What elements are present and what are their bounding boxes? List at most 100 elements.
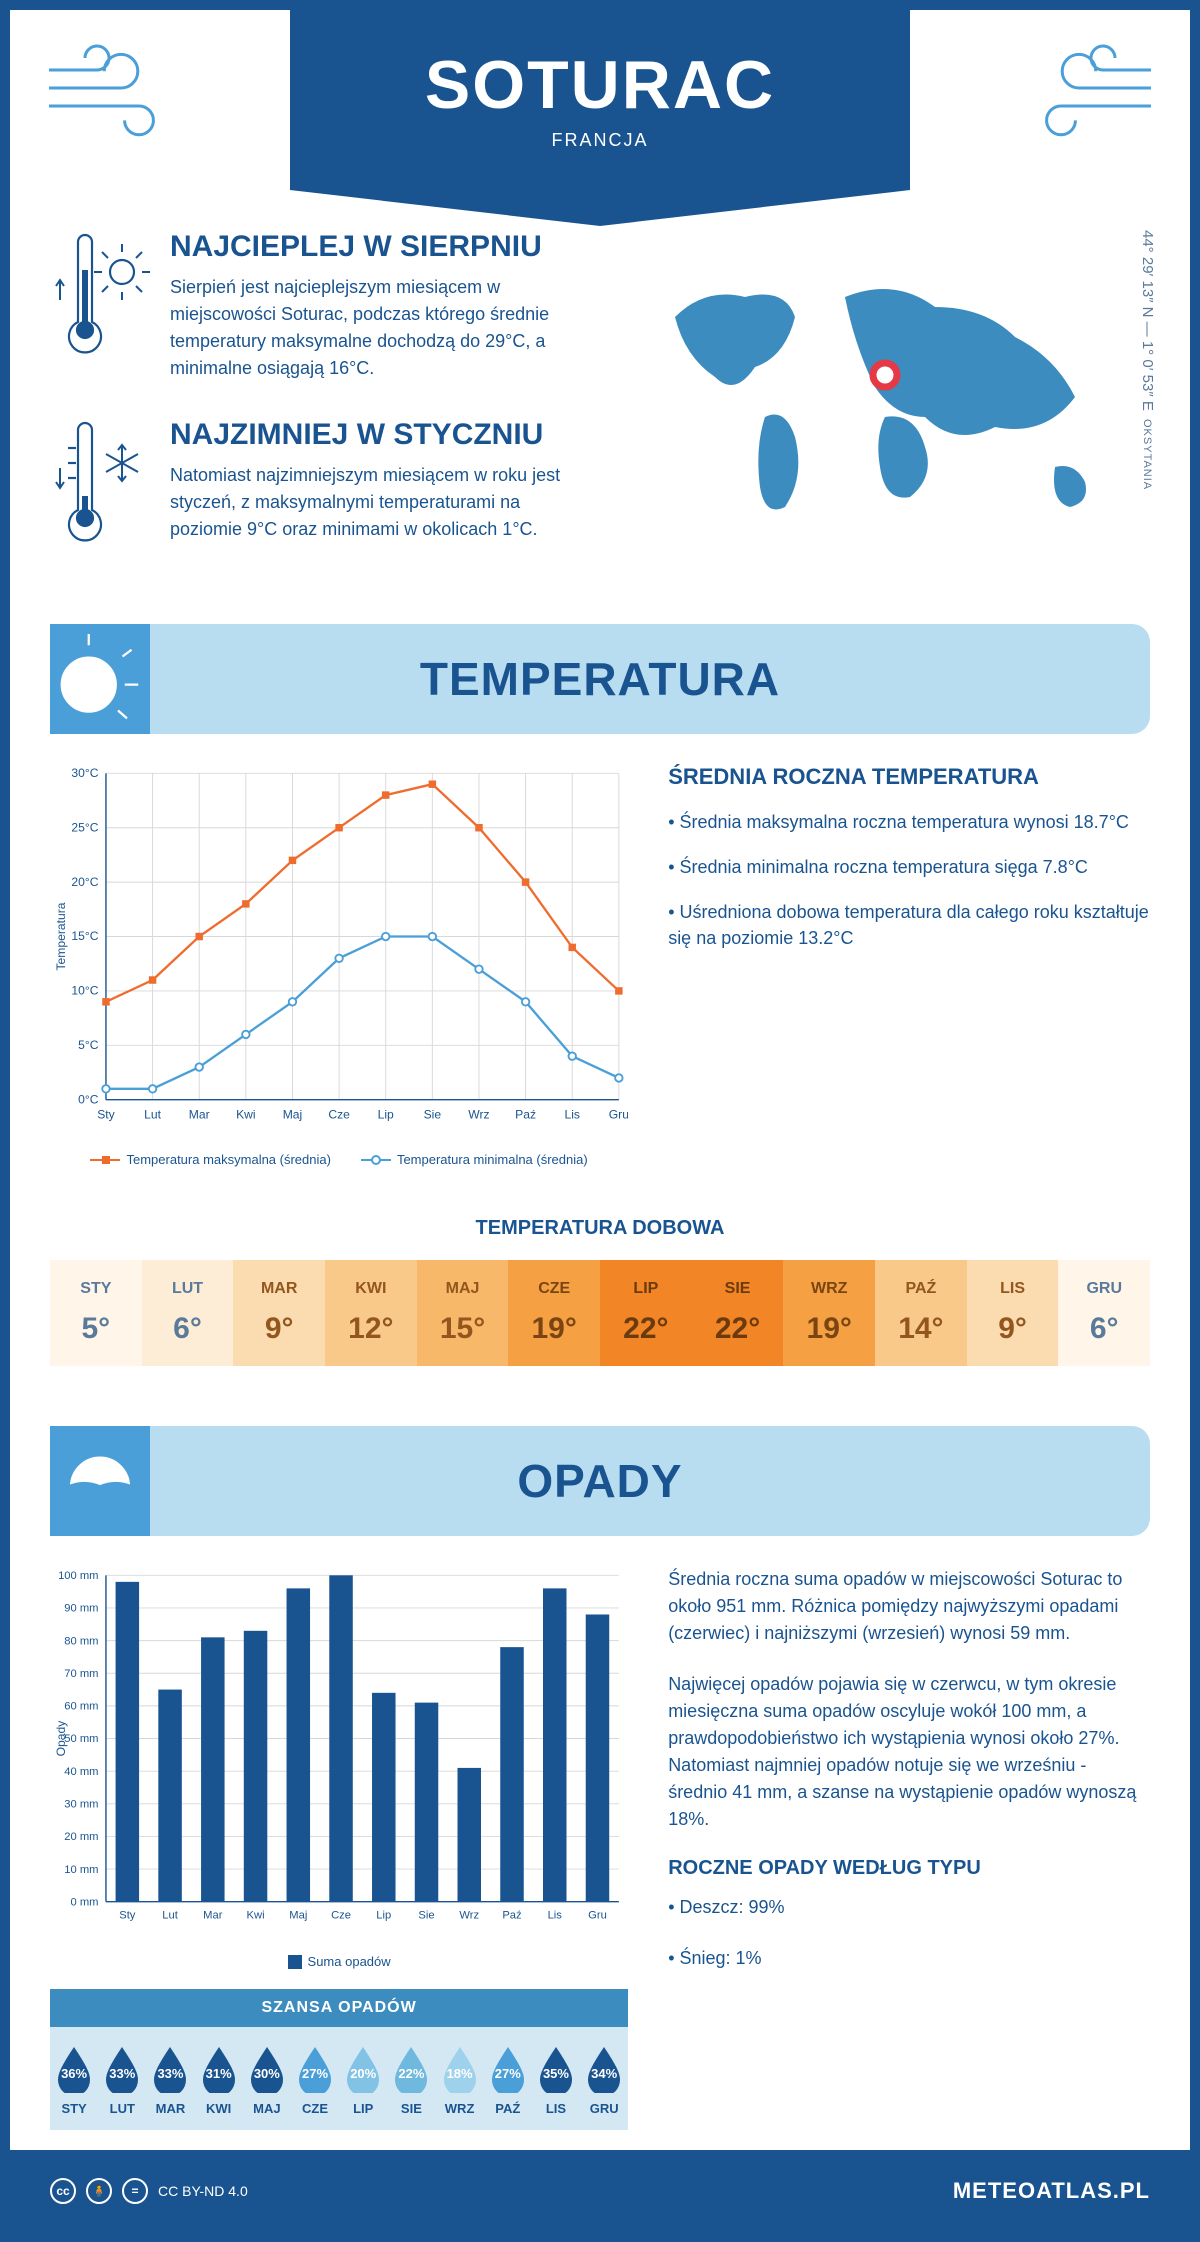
svg-text:0 mm: 0 mm [71,1896,99,1908]
world-map-icon [620,267,1150,547]
temperature-chart: 0°C5°C10°C15°C20°C25°C30°CStyLutMarKwiMa… [50,764,628,1167]
svg-text:Lis: Lis [564,1107,579,1121]
legend-item: Suma opadów [288,1954,391,1969]
coordinates: 44° 29′ 13″ N — 1° 0′ 53″ E OKSYTANIA [1139,230,1156,490]
svg-text:Sie: Sie [424,1107,442,1121]
section-header-temperature: TEMPERATURA [50,624,1150,734]
sun-icon [50,624,150,734]
svg-text:Gru: Gru [588,1910,607,1922]
info-bullet: • Średnia minimalna roczna temperatura s… [668,855,1150,880]
daily-cell: SIE22° [692,1260,784,1366]
wind-icon [40,40,190,160]
umbrella-icon [50,1426,150,1536]
daily-temp-table: STY5°LUT6°MAR9°KWI12°MAJ15°CZE19°LIP22°S… [10,1260,1190,1406]
license-text: CC BY-ND 4.0 [158,2183,248,2199]
svg-text:10°C: 10°C [71,984,98,998]
precip-row: 0 mm10 mm20 mm30 mm40 mm50 mm60 mm70 mm8… [10,1566,1190,2150]
precip-type: • Śnieg: 1% [668,1945,1150,1972]
info-title: ŚREDNIA ROCZNA TEMPERATURA [668,764,1150,790]
svg-text:Sty: Sty [97,1107,115,1121]
svg-text:Cze: Cze [328,1107,350,1121]
svg-text:50 mm: 50 mm [64,1733,98,1745]
svg-text:Lis: Lis [548,1910,563,1922]
svg-text:90 mm: 90 mm [64,1603,98,1615]
warmest-text: Sierpień jest najcieplejszym miesiącem w… [170,274,580,382]
svg-text:40 mm: 40 mm [64,1766,98,1778]
precip-chart: 0 mm10 mm20 mm30 mm40 mm50 mm60 mm70 mm8… [50,1566,628,2130]
wind-icon [1010,40,1160,160]
svg-text:25°C: 25°C [71,820,98,834]
chance-cell: 35% LIS [532,2045,580,2116]
coldest-title: NAJZIMNIEJ W STYCZNIU [170,418,580,452]
thermometer-snow-icon [50,418,150,548]
svg-text:60 mm: 60 mm [64,1701,98,1713]
precip-text: Średnia roczna suma opadów w miejscowośc… [668,1566,1150,1647]
svg-text:20°C: 20°C [71,875,98,889]
chance-cell: 30% MAJ [243,2045,291,2116]
legend-label: Suma opadów [308,1954,391,1969]
svg-text:Mar: Mar [189,1107,210,1121]
svg-text:Maj: Maj [289,1910,307,1922]
chance-cell: 31% KWI [195,2045,243,2116]
by-icon: 🧍 [86,2178,112,2204]
chance-cell: 20% LIP [339,2045,387,2116]
thermometer-sun-icon [50,230,150,360]
svg-text:80 mm: 80 mm [64,1635,98,1647]
precip-text: Najwięcej opadów pojawia się w czerwcu, … [668,1671,1150,1833]
svg-text:Lip: Lip [376,1910,391,1922]
chance-cell: 18% WRZ [436,2045,484,2116]
country-label: FRANCJA [290,130,910,151]
svg-text:Opady: Opady [54,1720,68,1757]
svg-text:20 mm: 20 mm [64,1831,98,1843]
warmest-fact: NAJCIEPLEJ W SIERPNIU Sierpień jest najc… [50,230,580,382]
svg-text:Kwi: Kwi [236,1107,256,1121]
daily-cell: MAR9° [233,1260,325,1366]
title-banner: SOTURAC FRANCJA [290,10,910,190]
precip-types-title: ROCZNE OPADY WEDŁUG TYPU [668,1857,1150,1880]
precip-type: • Deszcz: 99% [668,1894,1150,1921]
precip-legend: Suma opadów [50,1954,628,1969]
chance-cell: 33% MAR [146,2045,194,2116]
svg-text:Sie: Sie [418,1910,434,1922]
section-title: TEMPERATURA [150,652,1150,706]
svg-text:Paź: Paź [515,1107,536,1121]
svg-text:Temperatura: Temperatura [54,902,68,970]
daily-cell: MAJ15° [417,1260,509,1366]
legend-label: Temperatura minimalna (średnia) [397,1152,588,1167]
temperature-row: 0°C5°C10°C15°C20°C25°C30°CStyLutMarKwiMa… [10,764,1190,1197]
svg-text:0°C: 0°C [78,1092,99,1106]
svg-text:30°C: 30°C [71,766,98,780]
chance-cell: 27% PAŹ [484,2045,532,2116]
chance-table: SZANSA OPADÓW 36% STY 33% LUT 33% MAR 31… [50,1989,628,2130]
cc-icon: cc [50,2178,76,2204]
header: SOTURAC FRANCJA [10,10,1190,210]
chance-cell: 27% CZE [291,2045,339,2116]
nd-icon: = [122,2178,148,2204]
coord-value: 44° 29′ 13″ N — 1° 0′ 53″ E [1139,230,1156,411]
svg-text:10 mm: 10 mm [64,1864,98,1876]
warmest-title: NAJCIEPLEJ W SIERPNIU [170,230,580,264]
svg-text:Paź: Paź [502,1910,522,1922]
svg-text:Gru: Gru [609,1107,628,1121]
daily-cell: PAŹ14° [875,1260,967,1366]
svg-text:Kwi: Kwi [247,1910,265,1922]
svg-text:Cze: Cze [331,1910,351,1922]
footer: cc 🧍 = CC BY-ND 4.0 METEOATLAS.PL [10,2150,1190,2232]
chance-cell: 33% LUT [98,2045,146,2116]
site-name[interactable]: METEOATLAS.PL [953,2178,1150,2204]
legend-item: Temperatura maksymalna (średnia) [90,1152,330,1167]
daily-cell: KWI12° [325,1260,417,1366]
chance-cell: 22% SIE [387,2045,435,2116]
svg-text:5°C: 5°C [78,1038,99,1052]
svg-text:Sty: Sty [119,1910,136,1922]
svg-text:Maj: Maj [283,1107,303,1121]
section-header-precip: OPADY [50,1426,1150,1536]
svg-text:Lut: Lut [162,1910,178,1922]
svg-text:Wrz: Wrz [459,1910,479,1922]
legend-item: Temperatura minimalna (średnia) [361,1152,588,1167]
info-bullet: • Średnia maksymalna roczna temperatura … [668,810,1150,835]
daily-cell: STY5° [50,1260,142,1366]
daily-cell: LUT6° [142,1260,234,1366]
region-label: OKSYTANIA [1141,419,1153,490]
chance-cell: 36% STY [50,2045,98,2116]
